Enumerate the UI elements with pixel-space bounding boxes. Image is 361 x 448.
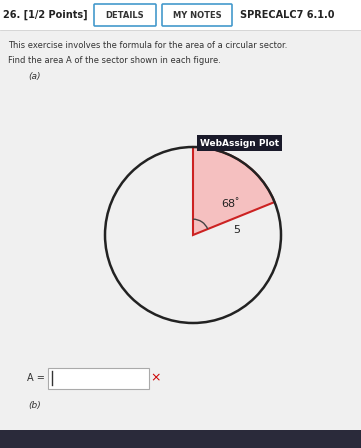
Text: °: °: [235, 197, 239, 206]
Bar: [0, 0, 361, 30]
Text: 5: 5: [234, 225, 240, 235]
Text: (b): (b): [28, 401, 41, 409]
Text: 68: 68: [222, 199, 236, 209]
Bar: [0, 430, 361, 448]
FancyBboxPatch shape: [94, 4, 156, 26]
Text: 26. [1/2 Points]: 26. [1/2 Points]: [3, 10, 88, 20]
Text: SPRECALC7 6.1.0: SPRECALC7 6.1.0: [240, 10, 335, 20]
Text: A =: A =: [27, 373, 45, 383]
Text: Find the area A of the sector shown in each figure.: Find the area A of the sector shown in e…: [8, 56, 221, 65]
FancyBboxPatch shape: [162, 4, 232, 26]
Text: MY NOTES: MY NOTES: [173, 10, 221, 20]
Text: This exercise involves the formula for the area of a circular sector.: This exercise involves the formula for t…: [8, 40, 287, 49]
Wedge shape: [193, 147, 275, 235]
Text: WebAssign Plot: WebAssign Plot: [200, 138, 279, 147]
Text: (a): (a): [28, 72, 40, 81]
Text: DETAILS: DETAILS: [106, 10, 144, 20]
Text: ×: ×: [151, 371, 161, 384]
FancyBboxPatch shape: [48, 367, 148, 388]
